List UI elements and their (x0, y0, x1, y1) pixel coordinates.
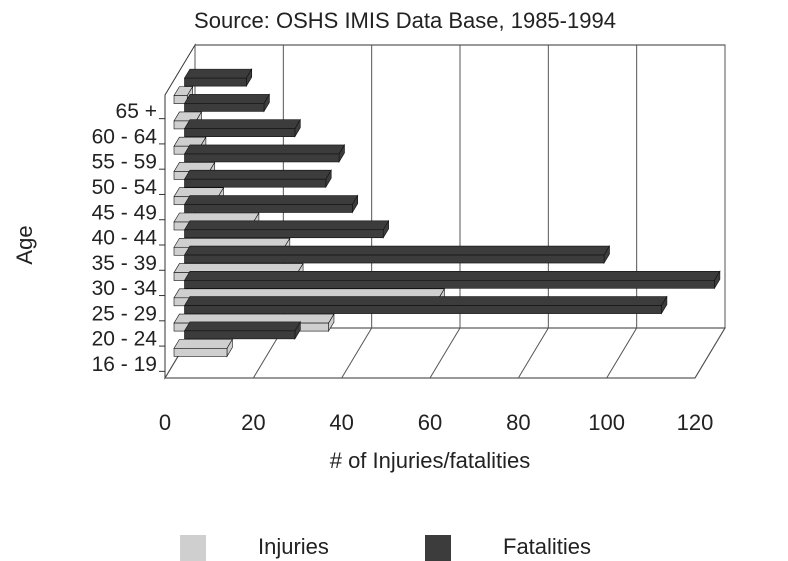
legend-swatch (425, 535, 451, 561)
x-tick-label: 100 (588, 410, 625, 435)
bar-top (173, 339, 233, 349)
bar-top (183, 195, 359, 205)
bar-top (183, 169, 332, 180)
x-tick-label: 120 (677, 410, 714, 435)
legend-swatch (180, 535, 206, 561)
bar-top (183, 94, 270, 104)
y-axis-label: Age (12, 225, 37, 264)
x-tick-label: 40 (329, 410, 353, 435)
y-tick-label: 40 - 44 (92, 227, 158, 250)
x-axis-label: # of Injuries/fatalities (330, 448, 531, 473)
bar-top (183, 144, 346, 155)
y-tick-label: 20 - 24 (92, 328, 158, 351)
y-tick-label: 50 - 54 (92, 176, 158, 199)
bar-top (183, 119, 301, 129)
x-tick-label: 60 (418, 410, 442, 435)
grid-line (517, 327, 549, 379)
grid-line (341, 327, 373, 379)
bar (184, 204, 353, 213)
bar (184, 103, 265, 112)
chart-title: Source: OSHS IMIS Data Base, 1985-1994 (194, 8, 616, 33)
y-tick-label: 45 - 49 (92, 201, 157, 224)
y-tick-label: 55 - 59 (92, 151, 157, 174)
legend-label: Fatalities (503, 534, 591, 559)
bar (184, 280, 715, 289)
bar (184, 153, 340, 163)
bar-top (183, 271, 721, 281)
legend-label: Injuries (258, 534, 329, 559)
bar (184, 229, 384, 239)
bar (184, 305, 662, 314)
y-tick-label: 35 - 39 (92, 252, 157, 275)
grid-line (429, 327, 461, 379)
bar-top (183, 296, 668, 306)
bar (184, 77, 247, 87)
y-tick-label: 16 - 19 (92, 353, 157, 376)
y-tick-label: 25 - 29 (92, 302, 157, 325)
bar (184, 128, 296, 137)
x-tick-label: 0 (159, 410, 171, 435)
x-tick-label: 80 (506, 410, 530, 435)
y-tick-label: 30 - 34 (92, 277, 158, 300)
grid-line (694, 327, 726, 379)
bar-top (183, 220, 390, 231)
bar-top (183, 245, 611, 256)
bar (173, 348, 228, 357)
x-tick-label: 20 (241, 410, 265, 435)
y-tick-label: 65 + (116, 100, 157, 123)
bar (184, 330, 296, 340)
grid-line (606, 327, 638, 379)
bar-top (183, 321, 301, 332)
bar-top (183, 68, 253, 79)
y-tick-label: 60 - 64 (92, 125, 158, 148)
bar (184, 178, 327, 188)
bar (184, 254, 605, 264)
